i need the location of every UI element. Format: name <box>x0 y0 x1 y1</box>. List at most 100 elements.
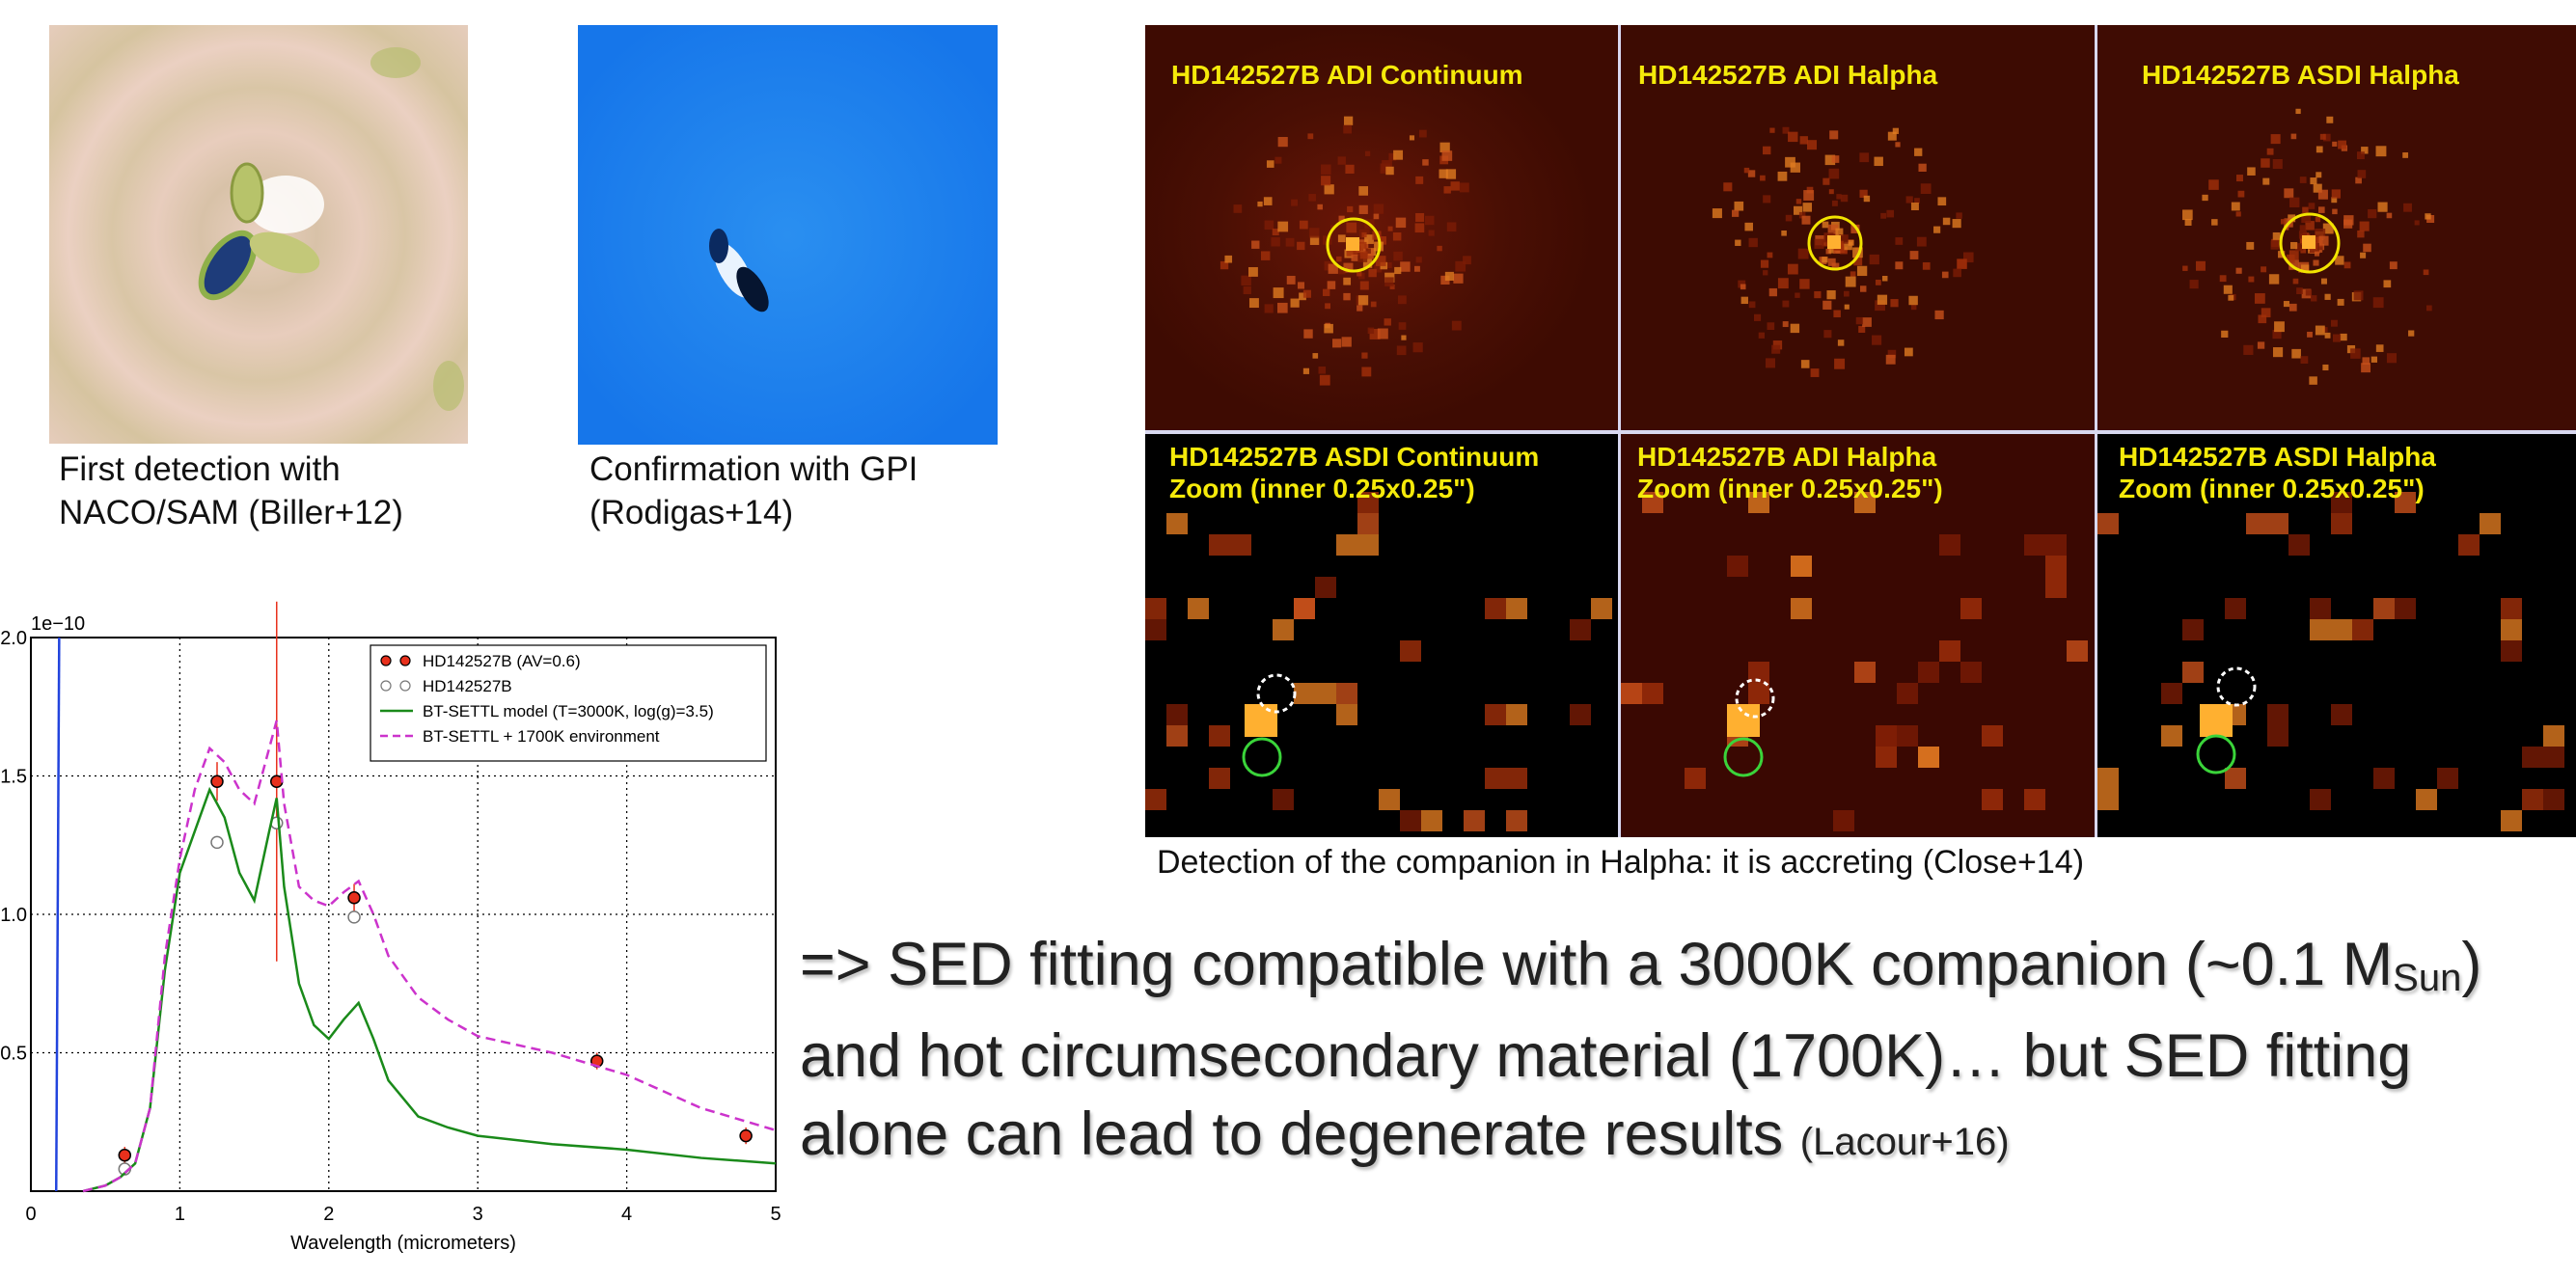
speckle <box>1781 231 1787 236</box>
speckle <box>1823 330 1831 338</box>
speckle <box>1357 534 1379 556</box>
speckle <box>1874 157 1882 166</box>
speckle <box>2289 198 2299 207</box>
speckle <box>1393 150 1403 160</box>
speckle <box>1785 157 1795 168</box>
speckle <box>1886 210 1894 218</box>
speckle <box>2161 725 2182 747</box>
speckle <box>2300 225 2306 231</box>
speckle <box>2332 209 2337 214</box>
speckle <box>1506 810 1527 831</box>
speckle <box>1886 355 1896 365</box>
speckle <box>1388 227 1393 231</box>
speckle <box>1829 130 1838 139</box>
speckle <box>1897 683 1918 704</box>
speckle <box>1361 352 1367 358</box>
speckle <box>2331 704 2352 725</box>
speckle <box>1856 317 1863 324</box>
speckle <box>1249 298 1259 308</box>
speckle <box>1317 204 1323 210</box>
speckle <box>2360 253 2366 258</box>
speckle <box>2395 598 2416 619</box>
data-point <box>211 836 223 848</box>
gpi-image <box>578 25 998 445</box>
speckle <box>2288 534 2310 556</box>
speckle <box>1822 257 1827 262</box>
speckle <box>1347 206 1353 212</box>
speckle <box>1309 228 1319 237</box>
speckle <box>2331 320 2338 327</box>
speckle <box>1265 221 1274 231</box>
speckle <box>2291 134 2297 140</box>
speckle <box>2293 279 2299 285</box>
speckle <box>2321 279 2327 285</box>
speckle <box>2281 219 2286 224</box>
speckle <box>1274 287 1284 298</box>
speckle <box>1778 278 1789 288</box>
speckle <box>2316 326 2325 336</box>
speckle <box>1923 262 1931 270</box>
speckle <box>1982 725 2003 747</box>
speckle <box>1303 368 1309 374</box>
speckle <box>1642 683 1663 704</box>
speckle <box>2408 330 2414 336</box>
speckle <box>1357 513 1379 534</box>
speckle <box>1245 704 1277 737</box>
speckle <box>2246 242 2254 250</box>
panel-label: Zoom (inner 0.25x0.25") <box>2119 474 2425 503</box>
speckle <box>1858 326 1865 333</box>
speckle <box>1937 197 1946 205</box>
speckle <box>1799 279 1809 288</box>
speckle <box>2247 167 2256 176</box>
caption-line: Confirmation with GPI <box>589 450 918 488</box>
speckle <box>2501 598 2522 619</box>
speckle <box>1396 218 1406 228</box>
speckle <box>1876 725 1897 747</box>
speckle <box>2274 321 2285 332</box>
speckle <box>2267 704 2288 725</box>
speckle <box>2325 294 2331 300</box>
naco-blob <box>232 164 262 222</box>
speckle <box>2311 295 2316 301</box>
speckle <box>2358 170 2367 178</box>
speckle <box>2258 314 2266 323</box>
speckle <box>2243 345 2253 355</box>
speckle <box>1802 216 1811 225</box>
x-tick-label: 5 <box>770 1204 781 1225</box>
speckle <box>1393 232 1401 240</box>
speckle <box>1415 223 1425 232</box>
speckle <box>1320 375 1330 386</box>
speckle <box>1303 329 1312 338</box>
speckle <box>1832 155 1840 163</box>
speckle <box>1379 789 1400 810</box>
speckle <box>2320 134 2326 140</box>
speckle <box>2045 534 2067 556</box>
speckle <box>2543 725 2564 747</box>
speckle <box>1910 251 1919 259</box>
legend-label: BT-SETTL model (T=3000K, log(g)=3.5) <box>423 702 714 720</box>
speckle <box>2501 640 2522 662</box>
speckle <box>1413 342 1423 352</box>
speckle <box>1315 577 1336 598</box>
speckle <box>1241 276 1250 285</box>
speckle <box>1485 598 1506 619</box>
speckle <box>1872 336 1881 345</box>
x-tick-label: 0 <box>25 1204 36 1225</box>
speckle <box>1895 261 1903 269</box>
naco-blob <box>433 361 464 411</box>
speckle <box>2024 789 2045 810</box>
speckle <box>2403 204 2412 212</box>
speckle <box>1368 269 1376 277</box>
speckle <box>2343 220 2352 229</box>
speckle <box>1323 289 1329 296</box>
speckle <box>2306 289 2312 295</box>
speckle <box>1460 182 1469 192</box>
speckle <box>1230 534 1251 556</box>
speckle <box>1735 240 1740 246</box>
speckle <box>2310 619 2331 640</box>
speckle <box>2425 213 2430 219</box>
sed-chart: 0123450.51.01.52.01e−10Wavelength (micro… <box>0 602 781 1254</box>
speckle <box>1267 160 1274 168</box>
speckle <box>1463 256 1471 264</box>
caption-line: NACO/SAM (Biller+12) <box>59 494 403 531</box>
